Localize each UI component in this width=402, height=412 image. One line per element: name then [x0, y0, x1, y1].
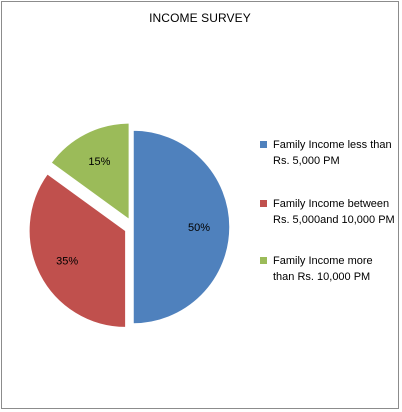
legend-entry-5000-to-10000: Family Income between Rs. 5,000and 10,00…	[260, 196, 396, 228]
pie-slice-more-than-10000	[50, 122, 131, 221]
legend-swatch-green	[260, 257, 267, 264]
chart-title: INCOME SURVEY	[149, 11, 251, 25]
pie-slice-5000-to-10000	[28, 172, 127, 329]
legend-swatch-red	[260, 200, 267, 207]
legend-label: Family Income less than Rs. 5,000 PM	[273, 139, 392, 167]
legend-entry-less-than-5000: Family Income less than Rs. 5,000 PM	[260, 137, 396, 169]
legend-label: Family Income between Rs. 5,000and 10,00…	[273, 198, 395, 226]
data-label-5000-to-10000: 35%	[56, 256, 78, 268]
data-label-less-than-5000: 50%	[188, 222, 210, 234]
legend-label: Family Income more than Rs. 10,000 PM	[273, 255, 373, 283]
legend-entry-more-than-10000: Family Income more than Rs. 10,000 PM	[260, 253, 396, 285]
legend-swatch-blue	[260, 141, 267, 148]
pie-slice-less-than-5000	[132, 129, 231, 325]
data-label-more-than-10000: 15%	[88, 156, 110, 168]
